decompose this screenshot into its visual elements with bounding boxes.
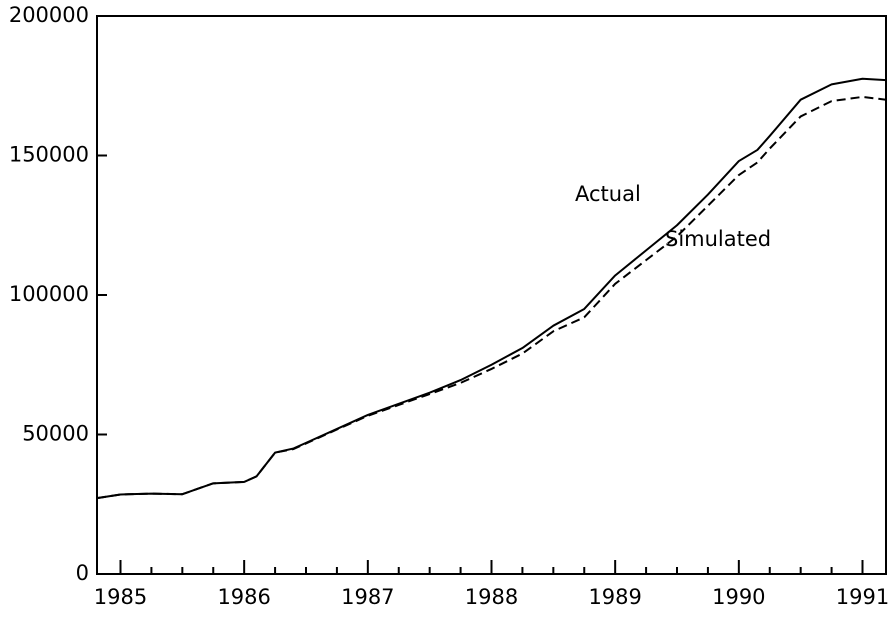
x-tick-label: 1990 — [712, 585, 765, 609]
x-tick-label: 1988 — [465, 585, 518, 609]
annotation: Simulated — [665, 227, 771, 251]
y-tick-label: 200000 — [9, 3, 89, 27]
series-line — [96, 95, 887, 500]
x-tick-label: 1991 — [836, 585, 889, 609]
y-tick-label: 150000 — [9, 143, 89, 167]
x-tick-label: 1989 — [588, 585, 641, 609]
x-tick-label: 1985 — [94, 585, 147, 609]
y-tick-label: 0 — [76, 561, 89, 585]
annotation: Actual — [575, 182, 641, 206]
x-tick-label: 1986 — [217, 585, 270, 609]
x-tick-label: 1987 — [341, 585, 394, 609]
y-tick-label: 50000 — [22, 422, 89, 446]
plot-frame — [96, 15, 887, 575]
series-line — [96, 77, 887, 500]
y-tick-label: 100000 — [9, 282, 89, 306]
